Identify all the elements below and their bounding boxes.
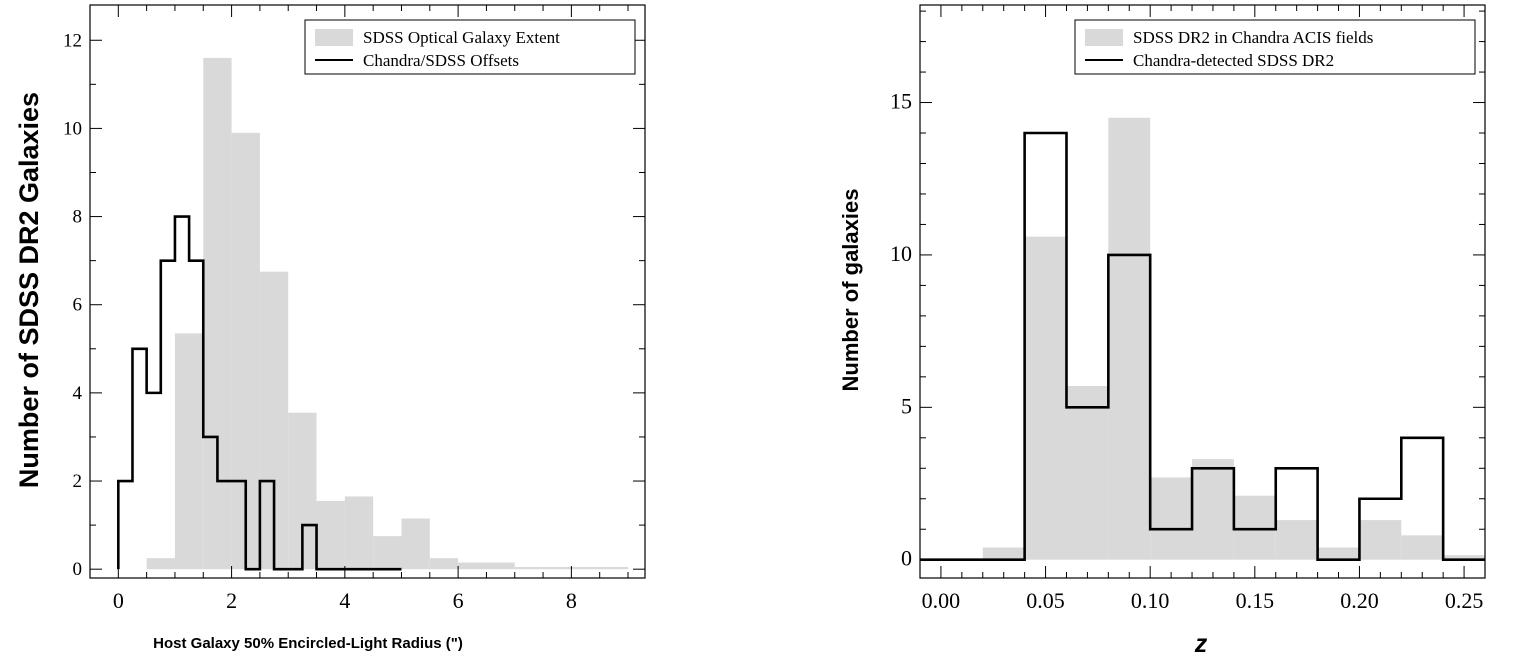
y-tick-label: 12 [63, 30, 82, 51]
histogram-bar [1401, 535, 1444, 560]
histogram-bar [1359, 520, 1402, 560]
x-tick-label: 4 [339, 588, 350, 613]
histogram-bar [1443, 555, 1485, 560]
x-tick-label: 8 [566, 588, 577, 613]
y-tick-label: 4 [73, 383, 83, 404]
histogram-bar [344, 496, 374, 570]
legend-label: Chandra-detected SDSS DR2 [1133, 51, 1334, 70]
histogram-bar [316, 500, 345, 570]
histogram-bar [458, 562, 515, 570]
step-histogram-line [117, 215, 402, 571]
y-tick-label: 0 [73, 559, 83, 580]
y-tick-label: 0 [901, 546, 912, 571]
y-tick-label: 6 [73, 295, 83, 316]
y-tick-label: 2 [73, 471, 83, 492]
x-tick-label: 6 [453, 588, 464, 613]
histogram-bar [1192, 459, 1234, 560]
y-tick-label: 10 [63, 118, 82, 139]
x-tick-label: 0.20 [1340, 588, 1379, 613]
legend-swatch-filled [315, 29, 353, 46]
histogram-bar [401, 518, 430, 570]
legend-label: SDSS DR2 in Chandra ACIS fields [1133, 28, 1373, 47]
x-tick-label: 0.05 [1026, 588, 1065, 613]
histogram-bar [1275, 520, 1318, 560]
y-tick-label: 8 [73, 207, 83, 228]
y-tick-label: 15 [890, 89, 912, 114]
histogram-bar [982, 547, 1025, 560]
legend-box [304, 19, 636, 75]
legend-label: Chandra/SDSS Offsets [363, 51, 519, 70]
step-histogram-line [920, 131, 1485, 562]
histogram-bar [429, 558, 459, 570]
histogram-bar [1066, 385, 1109, 560]
x-tick-label: 2 [226, 588, 237, 613]
plot-frame [89, 4, 646, 579]
y-axis-label: Number of SDSS DR2 Galaxies [14, 92, 44, 488]
x-axis-label: z [1194, 630, 1208, 658]
histogram-bar [203, 57, 232, 570]
histogram-bar [1108, 117, 1151, 560]
y-tick-label: 5 [901, 393, 912, 418]
right-histogram-chart: 0.00 0.05 0.10 0.15 0.20 0.25 0 5 10 15 z Number of… [838, 4, 1486, 658]
x-tick-label: 0.25 [1445, 588, 1484, 613]
histogram-bar [373, 536, 402, 570]
histogram-bar [146, 558, 175, 570]
legend-swatch-filled [1085, 29, 1123, 46]
x-tick-label: 0.00 [922, 588, 961, 613]
histogram-bar [1317, 547, 1360, 560]
y-axis-label: Number of galaxies [838, 189, 863, 392]
legend-label: SDSS Optical Galaxy Extent [363, 28, 560, 47]
legend-box [1074, 19, 1476, 75]
x-tick-label: 0.15 [1236, 588, 1275, 613]
histogram-bar [1150, 477, 1193, 560]
y-tick-label: 10 [890, 241, 912, 266]
plot-frame [919, 4, 1486, 579]
histogram-bar [174, 333, 204, 570]
x-axis-label: Host Galaxy 50% Encircled-Light Radius (… [153, 635, 463, 652]
x-tick-label: 0.10 [1131, 588, 1170, 613]
histogram-bar [1233, 495, 1276, 560]
histogram-bar [1024, 236, 1067, 560]
x-tick-label: 0 [113, 588, 124, 613]
left-histogram-chart: 0 2 4 6 8 0 2 4 6 8 10 12 Host Galaxy 50% Encircled-… [14, 4, 646, 652]
